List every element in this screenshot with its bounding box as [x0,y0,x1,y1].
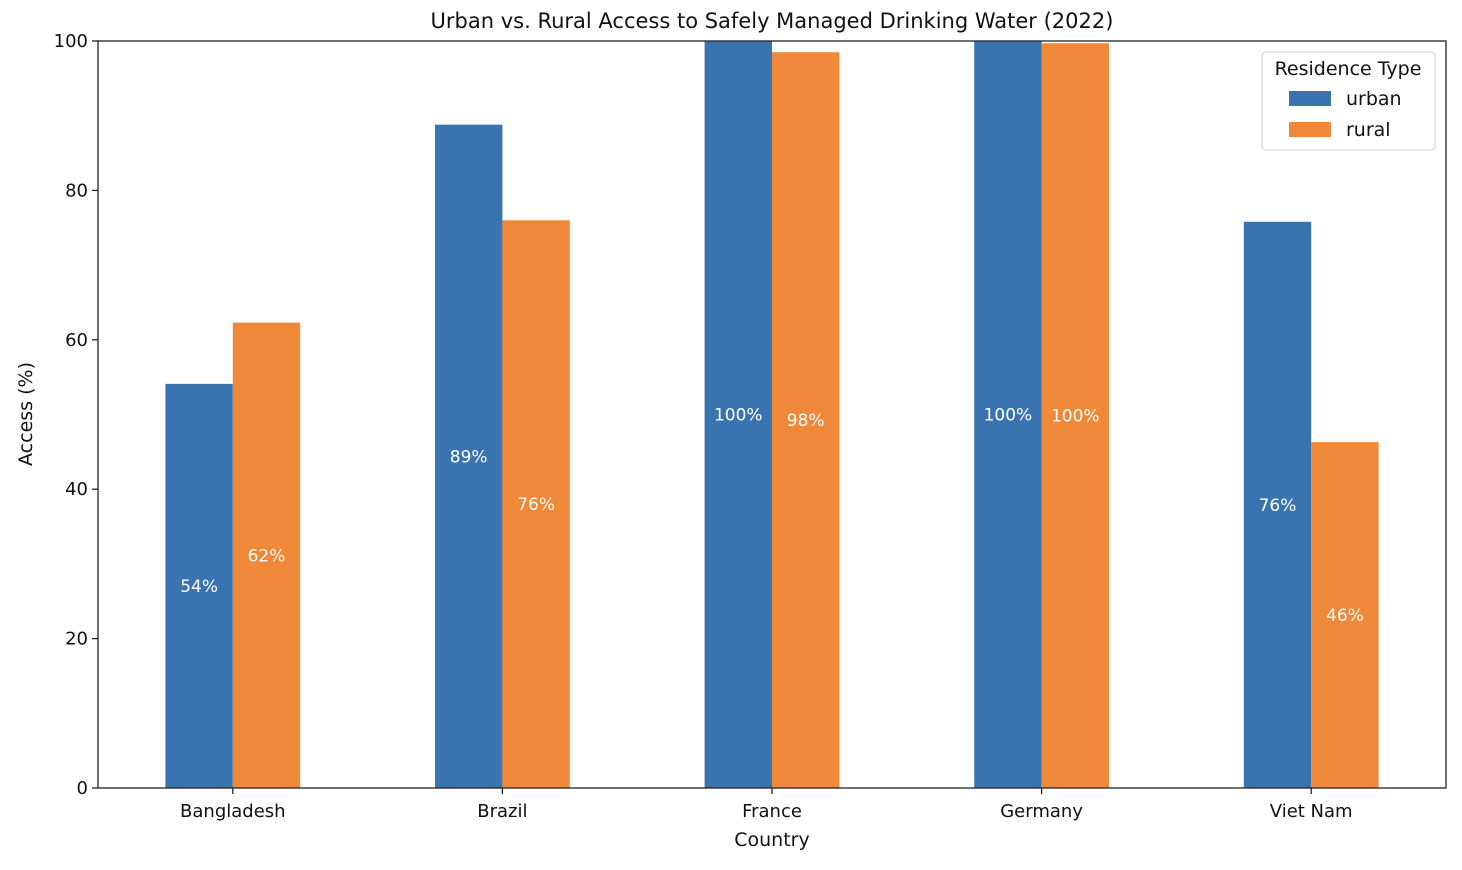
bar-value-label: 76% [1259,496,1297,516]
bar-value-label: 54% [180,577,218,597]
legend: Residence Type urban rural [1261,51,1436,151]
plot-area-frame [97,40,1447,789]
y-tick-label: 100 [54,31,88,52]
bar-value-label: 100% [984,406,1033,426]
legend-swatch-rural [1289,122,1331,137]
bars-group [165,41,1379,789]
x-tick-label: Viet Nam [1270,801,1353,822]
bar-rural [232,322,301,788]
x-tick-label: France [742,801,802,822]
bar-urban [1243,221,1312,789]
y-axis-label: Access (%) [15,362,37,466]
y-tick-label: 80 [65,180,88,201]
bar-value-label: 100% [1051,407,1100,427]
x-tick-label: Brazil [477,801,527,822]
y-axis: 0 20 40 60 80 100 [54,31,98,799]
bar-value-label: 98% [787,411,825,431]
legend-title: Residence Type [1275,58,1422,80]
bar-rural [772,52,840,788]
legend-swatch-urban [1289,91,1331,106]
bar-urban [435,124,503,788]
x-tick-label: Bangladesh [180,801,286,822]
x-axis-label: Country [734,829,809,851]
y-tick-label: 0 [77,778,88,799]
legend-label-rural: rural [1346,119,1391,141]
bar-value-label: 76% [517,495,555,515]
x-tick-label: Germany [1000,801,1083,822]
bar-labels-group: 54% 89% 100% 100% 76% 62% 76% 98% 100% 46% [180,406,1364,627]
bar-rural [1311,442,1379,788]
bar-rural [502,220,570,788]
bar-urban [704,41,772,788]
chart-title: Urban vs. Rural Access to Safely Managed… [431,9,1114,33]
y-tick-label: 20 [65,629,88,650]
x-axis: Bangladesh Brazil France Germany Viet Nam [180,788,1353,822]
legend-label-urban: urban [1346,88,1402,110]
bar-value-label: 100% [714,406,763,426]
bar-value-label: 46% [1326,606,1364,626]
y-tick-label: 40 [65,479,88,500]
bar-value-label: 62% [248,546,286,566]
bar-urban [165,383,233,788]
bar-rural [1041,43,1109,788]
bar-value-label: 89% [450,447,488,467]
y-tick-label: 60 [65,330,88,351]
bar-urban [974,41,1042,788]
